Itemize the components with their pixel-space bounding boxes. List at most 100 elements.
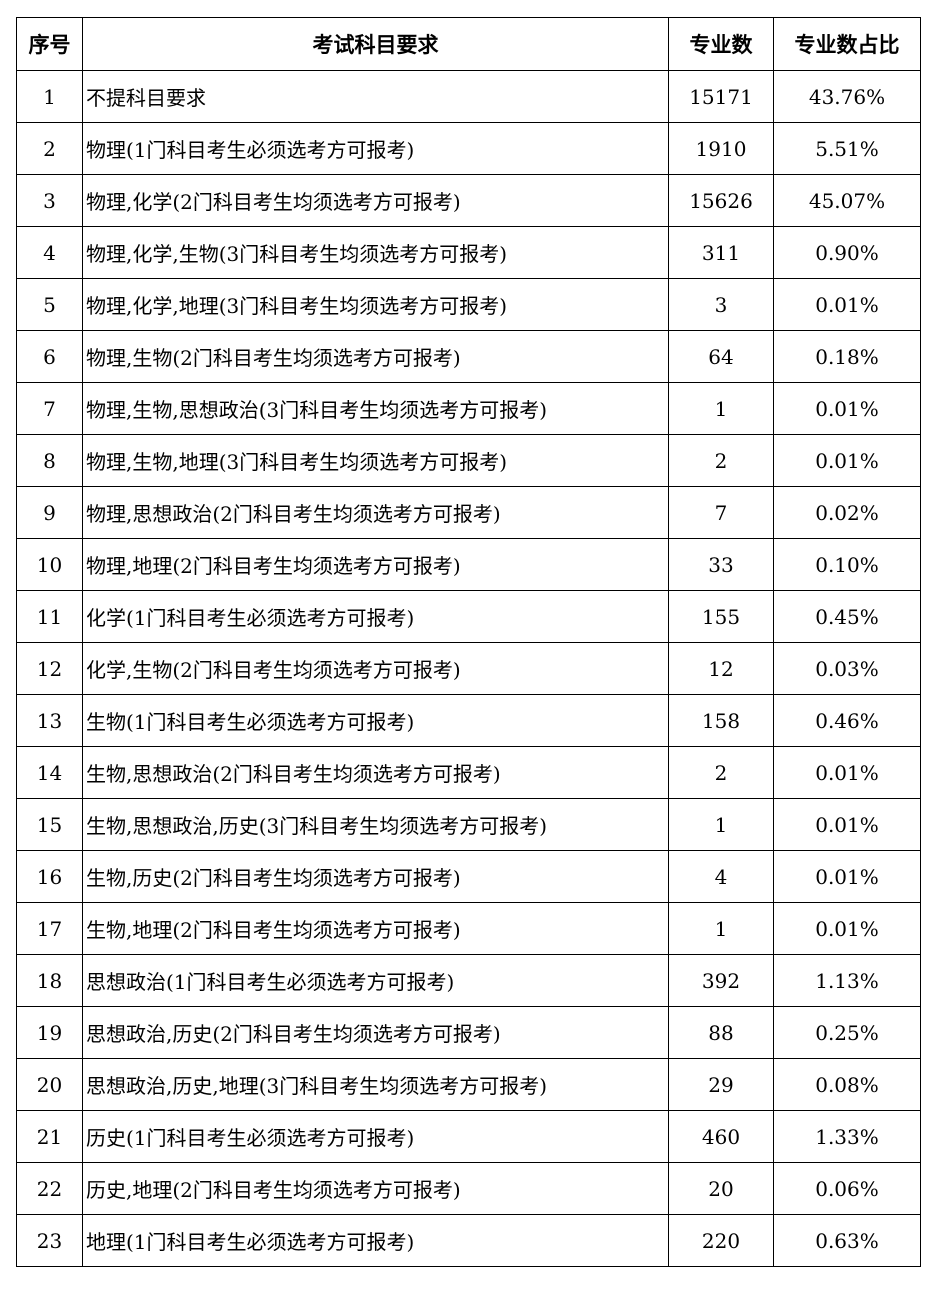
row-index: 16 — [16, 850, 83, 903]
row-major-share: 0.01% — [773, 902, 921, 955]
row-major-share: 0.01% — [773, 850, 921, 903]
row-requirement: 生物,历史(2门科目考生均须选考方可报考) — [82, 850, 669, 903]
row-index: 21 — [16, 1110, 83, 1163]
row-major-count: 7 — [668, 486, 774, 539]
row-requirement: 生物,思想政治,历史(3门科目考生均须选考方可报考) — [82, 798, 669, 851]
row-major-count: 1910 — [668, 122, 774, 175]
row-index: 4 — [16, 226, 83, 279]
row-major-count: 29 — [668, 1058, 774, 1111]
row-major-count: 2 — [668, 434, 774, 487]
row-requirement: 化学,生物(2门科目考生均须选考方可报考) — [82, 642, 669, 695]
row-major-share: 0.02% — [773, 486, 921, 539]
table-row: 17 生物,地理(2门科目考生均须选考方可报考) 1 0.01% — [16, 902, 921, 955]
row-index: 11 — [16, 590, 83, 643]
row-index: 12 — [16, 642, 83, 695]
row-major-count: 64 — [668, 330, 774, 383]
table-row: 10 物理,地理(2门科目考生均须选考方可报考) 33 0.10% — [16, 538, 921, 591]
row-major-count: 33 — [668, 538, 774, 591]
row-major-count: 15171 — [668, 70, 774, 123]
row-major-count: 1 — [668, 382, 774, 435]
row-major-count: 155 — [668, 590, 774, 643]
row-major-share: 1.13% — [773, 954, 921, 1007]
row-major-count: 158 — [668, 694, 774, 747]
row-index: 20 — [16, 1058, 83, 1111]
row-major-share: 0.46% — [773, 694, 921, 747]
row-index: 3 — [16, 174, 83, 227]
row-index: 18 — [16, 954, 83, 1007]
table-row: 5 物理,化学,地理(3门科目考生均须选考方可报考) 3 0.01% — [16, 278, 921, 331]
table-row: 15 生物,思想政治,历史(3门科目考生均须选考方可报考) 1 0.01% — [16, 798, 921, 851]
row-index: 13 — [16, 694, 83, 747]
row-index: 8 — [16, 434, 83, 487]
row-major-count: 4 — [668, 850, 774, 903]
row-major-share: 0.45% — [773, 590, 921, 643]
row-index: 19 — [16, 1006, 83, 1059]
table-row: 21 历史(1门科目考生必须选考方可报考) 460 1.33% — [16, 1110, 921, 1163]
row-major-share: 0.01% — [773, 278, 921, 331]
row-major-count: 20 — [668, 1162, 774, 1215]
row-requirement: 物理,思想政治(2门科目考生均须选考方可报考) — [82, 486, 669, 539]
row-index: 2 — [16, 122, 83, 175]
table-header: 序号 考试科目要求 专业数 专业数占比 — [16, 17, 921, 71]
row-index: 6 — [16, 330, 83, 383]
row-index: 23 — [16, 1214, 83, 1267]
row-requirement: 思想政治,历史,地理(3门科目考生均须选考方可报考) — [82, 1058, 669, 1111]
row-requirement: 生物,地理(2门科目考生均须选考方可报考) — [82, 902, 669, 955]
row-major-count: 460 — [668, 1110, 774, 1163]
table-row: 20 思想政治,历史,地理(3门科目考生均须选考方可报考) 29 0.08% — [16, 1058, 921, 1111]
row-major-count: 15626 — [668, 174, 774, 227]
row-major-count: 220 — [668, 1214, 774, 1267]
row-requirement: 不提科目要求 — [82, 70, 669, 123]
header-major-count: 专业数 — [668, 17, 774, 71]
row-requirement: 物理,化学(2门科目考生均须选考方可报考) — [82, 174, 669, 227]
row-index: 22 — [16, 1162, 83, 1215]
row-major-count: 88 — [668, 1006, 774, 1059]
table-row: 23 地理(1门科目考生必须选考方可报考) 220 0.63% — [16, 1214, 921, 1267]
row-major-share: 0.01% — [773, 746, 921, 799]
row-major-share: 0.25% — [773, 1006, 921, 1059]
row-index: 14 — [16, 746, 83, 799]
row-major-count: 2 — [668, 746, 774, 799]
row-requirement: 历史,地理(2门科目考生均须选考方可报考) — [82, 1162, 669, 1215]
row-major-share: 0.18% — [773, 330, 921, 383]
row-major-share: 0.06% — [773, 1162, 921, 1215]
row-major-share: 0.01% — [773, 382, 921, 435]
row-major-share: 0.03% — [773, 642, 921, 695]
row-requirement: 化学(1门科目考生必须选考方可报考) — [82, 590, 669, 643]
table-row: 22 历史,地理(2门科目考生均须选考方可报考) 20 0.06% — [16, 1162, 921, 1215]
table-row: 14 生物,思想政治(2门科目考生均须选考方可报考) 2 0.01% — [16, 746, 921, 799]
row-major-share: 5.51% — [773, 122, 921, 175]
table-row: 16 生物,历史(2门科目考生均须选考方可报考) 4 0.01% — [16, 850, 921, 903]
row-requirement: 地理(1门科目考生必须选考方可报考) — [82, 1214, 669, 1267]
table-row: 8 物理,生物,地理(3门科目考生均须选考方可报考) 2 0.01% — [16, 434, 921, 487]
row-major-count: 3 — [668, 278, 774, 331]
row-requirement: 思想政治,历史(2门科目考生均须选考方可报考) — [82, 1006, 669, 1059]
row-requirement: 物理(1门科目考生必须选考方可报考) — [82, 122, 669, 175]
table-row: 6 物理,生物(2门科目考生均须选考方可报考) 64 0.18% — [16, 330, 921, 383]
row-index: 10 — [16, 538, 83, 591]
row-major-share: 0.01% — [773, 798, 921, 851]
row-major-count: 311 — [668, 226, 774, 279]
row-requirement: 物理,化学,生物(3门科目考生均须选考方可报考) — [82, 226, 669, 279]
row-requirement: 物理,地理(2门科目考生均须选考方可报考) — [82, 538, 669, 591]
row-index: 17 — [16, 902, 83, 955]
row-major-count: 12 — [668, 642, 774, 695]
row-major-share: 0.10% — [773, 538, 921, 591]
row-major-share: 0.90% — [773, 226, 921, 279]
row-requirement: 物理,生物,思想政治(3门科目考生均须选考方可报考) — [82, 382, 669, 435]
row-requirement: 物理,生物(2门科目考生均须选考方可报考) — [82, 330, 669, 383]
row-requirement: 思想政治(1门科目考生必须选考方可报考) — [82, 954, 669, 1007]
row-index: 15 — [16, 798, 83, 851]
row-major-share: 0.08% — [773, 1058, 921, 1111]
table-row: 2 物理(1门科目考生必须选考方可报考) 1910 5.51% — [16, 122, 921, 175]
header-requirement: 考试科目要求 — [82, 17, 669, 71]
row-major-share: 43.76% — [773, 70, 921, 123]
subject-requirements-table: 序号 考试科目要求 专业数 专业数占比 1 不提科目要求 15171 43.76% 2 物… — [16, 17, 921, 1267]
table-row: 4 物理,化学,生物(3门科目考生均须选考方可报考) 311 0.90% — [16, 226, 921, 279]
row-requirement: 生物,思想政治(2门科目考生均须选考方可报考) — [82, 746, 669, 799]
row-major-share: 0.63% — [773, 1214, 921, 1267]
subject-requirements-table-container: 序号 考试科目要求 专业数 专业数占比 1 不提科目要求 15171 43.76% 2 物… — [16, 17, 921, 1267]
row-major-count: 392 — [668, 954, 774, 1007]
row-requirement: 物理,化学,地理(3门科目考生均须选考方可报考) — [82, 278, 669, 331]
row-index: 5 — [16, 278, 83, 331]
